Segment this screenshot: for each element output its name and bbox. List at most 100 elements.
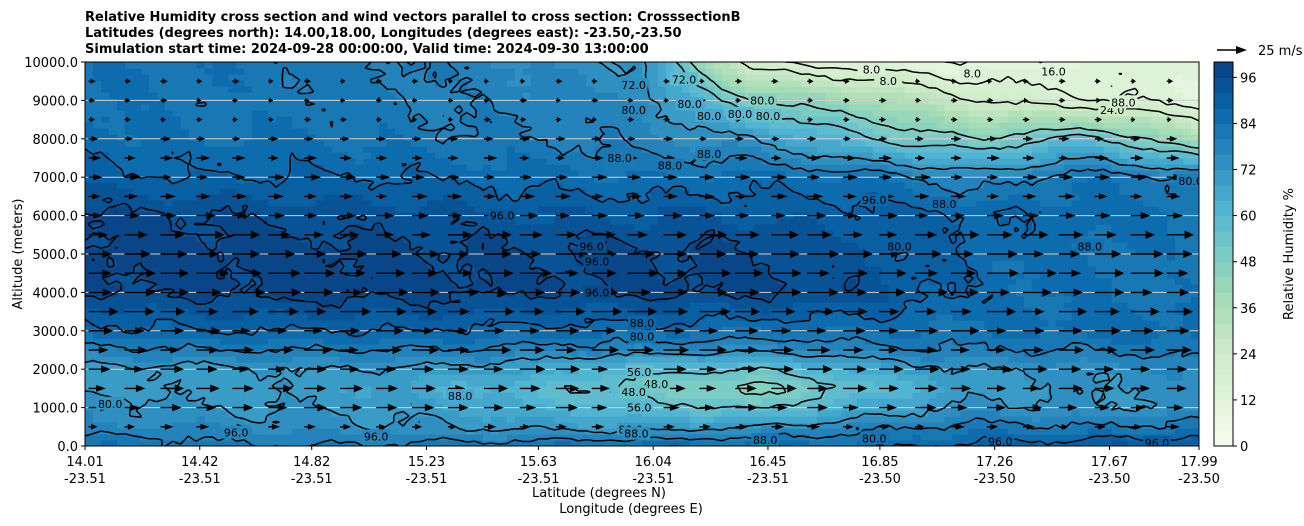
rh-cell xyxy=(546,242,556,249)
rh-cell xyxy=(634,266,643,273)
rh-cell xyxy=(275,302,285,309)
rh-cell xyxy=(1039,326,1049,333)
rh-cell xyxy=(721,338,731,345)
rh-cell xyxy=(1039,314,1049,321)
rh-cell xyxy=(912,350,922,357)
rh-cell xyxy=(952,326,961,333)
rh-cell xyxy=(188,254,197,261)
rh-cell xyxy=(140,248,150,255)
rh-cell xyxy=(785,290,794,297)
rh-cell xyxy=(140,386,150,393)
rh-cell xyxy=(1015,320,1025,327)
rh-cell xyxy=(100,242,110,249)
rh-cell xyxy=(753,326,762,333)
rh-cell xyxy=(864,272,874,279)
rh-cell xyxy=(825,254,834,261)
rh-cell xyxy=(801,362,810,369)
rh-cell xyxy=(1135,242,1144,249)
rh-cell xyxy=(1079,260,1089,267)
rh-cell xyxy=(665,230,675,237)
rh-cell xyxy=(888,380,898,387)
rh-cell xyxy=(968,380,977,387)
rh-cell xyxy=(1008,398,1017,405)
rh-cell xyxy=(1087,368,1097,375)
rh-cell xyxy=(546,338,556,345)
rh-cell xyxy=(673,392,683,399)
rh-cell xyxy=(1119,302,1128,309)
rh-cell xyxy=(1135,332,1144,339)
rh-cell xyxy=(968,350,977,357)
rh-cell xyxy=(204,386,213,393)
rh-cell xyxy=(952,254,961,261)
rh-cell xyxy=(1055,242,1065,249)
rh-cell xyxy=(960,314,969,321)
rh-cell xyxy=(530,242,540,249)
rh-cell xyxy=(1079,434,1089,441)
rh-cell xyxy=(825,332,834,339)
rh-cell xyxy=(228,338,237,345)
rh-cell xyxy=(498,356,508,363)
rh-cell xyxy=(196,386,205,393)
rh-cell xyxy=(379,314,388,321)
rh-cell xyxy=(554,392,564,399)
rh-cell xyxy=(777,284,786,291)
rh-cell xyxy=(1175,362,1184,369)
rh-cell xyxy=(976,338,985,345)
rh-cell xyxy=(649,236,659,243)
rh-cell xyxy=(928,320,938,327)
rh-cell xyxy=(212,278,221,285)
rh-cell xyxy=(594,380,603,387)
rh-cell xyxy=(968,242,977,249)
rh-cell xyxy=(896,332,906,339)
rh-cell xyxy=(602,230,611,237)
rh-cell xyxy=(124,320,134,327)
rh-cell xyxy=(236,362,245,369)
rh-cell xyxy=(148,296,158,303)
rh-cell xyxy=(602,296,611,303)
rh-cell xyxy=(307,296,317,303)
rh-cell xyxy=(268,350,277,357)
rh-cell xyxy=(156,254,166,261)
rh-cell xyxy=(443,356,452,363)
rh-cell xyxy=(228,278,237,285)
rh-cell xyxy=(1183,296,1192,303)
rh-cell xyxy=(228,380,237,387)
rh-cell xyxy=(116,374,126,381)
rh-cell xyxy=(705,230,715,237)
rh-cell xyxy=(291,296,301,303)
rh-cell xyxy=(260,284,269,291)
rh-cell xyxy=(140,380,150,387)
rh-cell xyxy=(1023,278,1033,285)
rh-cell xyxy=(188,374,197,381)
rh-cell xyxy=(761,350,770,357)
rh-cell xyxy=(689,344,699,351)
rh-cell xyxy=(148,266,158,273)
rh-cell xyxy=(665,410,675,417)
rh-cell xyxy=(689,308,699,315)
rh-cell xyxy=(403,290,412,297)
rh-cell xyxy=(864,398,874,405)
rh-cell xyxy=(1079,266,1089,273)
rh-cell xyxy=(1103,356,1113,363)
rh-cell xyxy=(697,284,707,291)
rh-cell xyxy=(944,278,953,285)
rh-cell xyxy=(872,350,882,357)
rh-cell xyxy=(578,362,587,369)
rh-cell xyxy=(387,320,396,327)
rh-cell xyxy=(204,398,213,405)
rh-cell xyxy=(1031,440,1041,446)
rh-cell xyxy=(474,284,484,291)
rh-cell xyxy=(817,332,826,339)
rh-cell xyxy=(506,344,516,351)
rh-cell xyxy=(1127,290,1136,297)
rh-cell xyxy=(840,440,850,446)
rh-cell xyxy=(1175,248,1184,255)
rh-cell xyxy=(196,362,205,369)
rh-cell xyxy=(514,320,524,327)
rh-cell xyxy=(411,320,420,327)
rh-cell xyxy=(458,416,468,423)
rh-cell xyxy=(379,332,388,339)
rh-cell xyxy=(514,302,524,309)
rh-cell xyxy=(610,248,619,255)
rh-cell xyxy=(1167,254,1176,261)
